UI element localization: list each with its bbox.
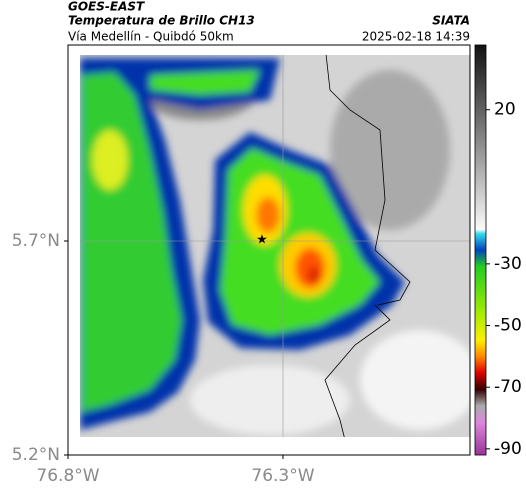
satellite-image: ★ bbox=[80, 55, 470, 437]
datetime: 2025-02-18 14:39 bbox=[362, 30, 470, 44]
x-tick-label: 76.8°W bbox=[36, 466, 99, 486]
colorbar-tick-label: 20 bbox=[494, 100, 516, 120]
brand: SIATA bbox=[432, 14, 470, 28]
y-tick-label: 5.7°N bbox=[12, 231, 60, 251]
y-tick-label: 5.2°N bbox=[12, 445, 60, 465]
source-label: GOES-EAST bbox=[68, 0, 145, 14]
x-tick-label: 76.3°W bbox=[251, 466, 314, 486]
title: Temperatura de Brillo CH13 bbox=[68, 14, 255, 28]
colorbar-tick-label: -50 bbox=[494, 316, 522, 336]
subtitle: Vía Medellín - Quibdó 50km bbox=[68, 30, 234, 44]
svg-text:★: ★ bbox=[256, 233, 268, 248]
colorbar bbox=[474, 44, 487, 456]
colorbar-tick-label: -30 bbox=[494, 254, 522, 274]
colorbar-tick-label: -70 bbox=[494, 377, 522, 397]
map-frame bbox=[67, 44, 471, 456]
colorbar-tick-label: -90 bbox=[494, 439, 522, 459]
